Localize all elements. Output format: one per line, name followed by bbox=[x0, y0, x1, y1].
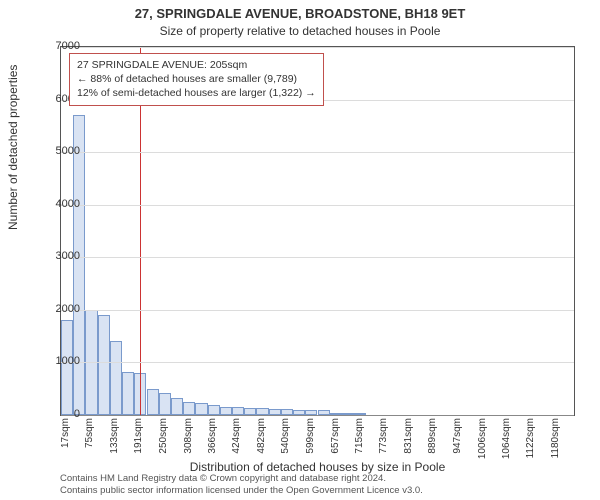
gridline bbox=[61, 310, 574, 311]
footer-line-1: Contains HM Land Registry data © Crown c… bbox=[60, 473, 590, 485]
histogram-bar bbox=[256, 408, 268, 415]
x-tick-label: 831sqm bbox=[403, 418, 414, 468]
x-tick-label: 1006sqm bbox=[477, 418, 488, 468]
x-tick-label: 540sqm bbox=[280, 418, 291, 468]
x-tick-label: 133sqm bbox=[109, 418, 120, 468]
histogram-bar bbox=[98, 315, 110, 415]
gridline bbox=[61, 152, 574, 153]
histogram-bar bbox=[110, 341, 122, 415]
histogram-bar bbox=[195, 403, 207, 415]
histogram-bar bbox=[147, 389, 159, 415]
annotation-line-3: 12% of semi-detached houses are larger (… bbox=[77, 86, 316, 100]
x-tick-label: 947sqm bbox=[452, 418, 463, 468]
x-tick-label: 482sqm bbox=[256, 418, 267, 468]
title-line-2: Size of property relative to detached ho… bbox=[0, 24, 600, 38]
x-tick-label: 1180sqm bbox=[550, 418, 561, 468]
annotation-line-1: 27 SPRINGDALE AVENUE: 205sqm bbox=[77, 58, 316, 72]
histogram-bar bbox=[171, 398, 183, 415]
x-tick-label: 657sqm bbox=[330, 418, 341, 468]
gridline bbox=[61, 205, 574, 206]
y-tick-label: 5000 bbox=[40, 145, 80, 157]
y-tick-label: 4000 bbox=[40, 198, 80, 210]
x-tick-label: 366sqm bbox=[207, 418, 218, 468]
x-tick-label: 1064sqm bbox=[501, 418, 512, 468]
x-tick-label: 191sqm bbox=[133, 418, 144, 468]
y-tick-label: 2000 bbox=[40, 303, 80, 315]
x-tick-label: 889sqm bbox=[427, 418, 438, 468]
x-tick-label: 1122sqm bbox=[525, 418, 536, 468]
gridline bbox=[61, 257, 574, 258]
x-tick-label: 773sqm bbox=[378, 418, 389, 468]
histogram-bar bbox=[183, 402, 195, 415]
histogram-bar bbox=[232, 407, 244, 415]
annotation-box: 27 SPRINGDALE AVENUE: 205sqm ← 88% of de… bbox=[69, 53, 324, 106]
y-tick-label: 7000 bbox=[40, 40, 80, 52]
x-tick-label: 17sqm bbox=[60, 418, 71, 468]
x-tick-label: 599sqm bbox=[305, 418, 316, 468]
x-tick-label: 424sqm bbox=[231, 418, 242, 468]
histogram-bar bbox=[122, 372, 134, 415]
x-tick-label: 308sqm bbox=[183, 418, 194, 468]
histogram-bar bbox=[159, 393, 171, 415]
x-tick-label: 250sqm bbox=[158, 418, 169, 468]
y-tick-label: 1000 bbox=[40, 355, 80, 367]
histogram-bar bbox=[208, 405, 220, 415]
footer-line-2: Contains public sector information licen… bbox=[60, 485, 590, 497]
y-tick-label: 3000 bbox=[40, 250, 80, 262]
histogram-bar bbox=[61, 320, 73, 415]
x-tick-label: 75sqm bbox=[84, 418, 95, 468]
chart-container: 27, SPRINGDALE AVENUE, BROADSTONE, BH18 … bbox=[0, 0, 600, 500]
histogram-bar bbox=[73, 115, 85, 415]
x-tick-label: 715sqm bbox=[354, 418, 365, 468]
histogram-bar bbox=[220, 407, 232, 415]
histogram-bar bbox=[244, 408, 256, 415]
plot-area: 27 SPRINGDALE AVENUE: 205sqm ← 88% of de… bbox=[60, 46, 575, 416]
annotation-line-2: ← 88% of detached houses are smaller (9,… bbox=[77, 72, 316, 86]
gridline bbox=[61, 415, 574, 416]
y-axis-label: Number of detached properties bbox=[6, 65, 20, 230]
gridline bbox=[61, 47, 574, 48]
footer: Contains HM Land Registry data © Crown c… bbox=[60, 473, 590, 497]
gridline bbox=[61, 362, 574, 363]
title-line-1: 27, SPRINGDALE AVENUE, BROADSTONE, BH18 … bbox=[0, 6, 600, 21]
